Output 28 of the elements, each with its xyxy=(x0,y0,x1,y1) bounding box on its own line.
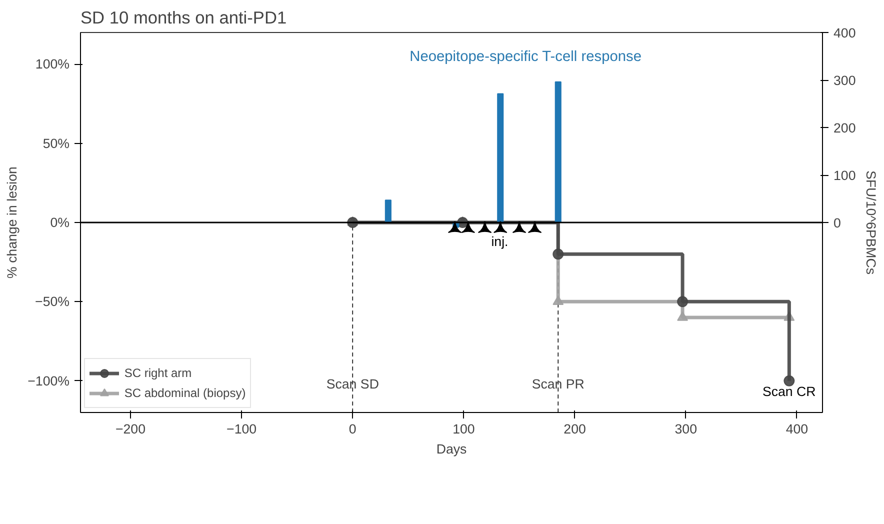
y2-tick-label: 100 xyxy=(834,168,856,183)
y-tick-label: −50% xyxy=(35,294,70,310)
annotation: inj. xyxy=(491,234,508,249)
x-tick-label: −100 xyxy=(226,422,257,436)
legend-label: SC right arm xyxy=(124,366,192,380)
x-tick-label: 300 xyxy=(674,422,698,436)
y-axis-title: % change in lesion xyxy=(4,166,20,278)
y-tick-label: 100% xyxy=(35,56,70,72)
legend-label: SC abdominal (biopsy) xyxy=(124,386,246,400)
x-tick-label: −200 xyxy=(115,422,146,436)
x-tick-label: 100 xyxy=(452,422,475,436)
y2-tick-label: 0 xyxy=(834,216,841,230)
y2-tick-label: 400 xyxy=(834,26,856,40)
x-tick-label: 400 xyxy=(786,422,808,436)
y-tick-label: −100% xyxy=(28,373,70,388)
chart-title: SD 10 months on anti-PD1 xyxy=(80,8,287,28)
y-tick-label: 50% xyxy=(42,136,70,151)
annotation: Neoepitope-specific T-cell response xyxy=(410,49,642,66)
y2-axis-title: SFU/10^6PBMCs xyxy=(864,170,879,275)
annotation: Scan CR xyxy=(762,384,816,400)
ref-line-label: Scan PR xyxy=(532,376,584,392)
ref-line-label: Scan SD xyxy=(326,376,379,392)
y2-tick-label: 200 xyxy=(834,120,856,136)
y2-tick-label: 300 xyxy=(834,73,856,88)
x-axis-title: Days xyxy=(436,442,468,456)
x-tick-label: 0 xyxy=(348,422,356,436)
x-tick-label: 200 xyxy=(564,422,586,436)
y-tick-label: 0% xyxy=(50,215,70,230)
